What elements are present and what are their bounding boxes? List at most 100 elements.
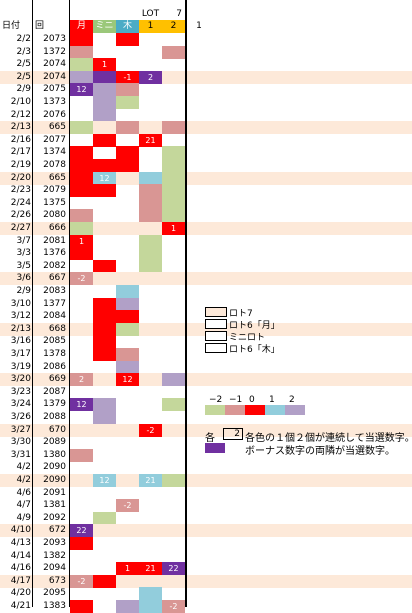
result-cell[interactable]	[139, 146, 162, 159]
result-cell[interactable]	[162, 172, 185, 185]
result-cell[interactable]	[139, 33, 162, 46]
result-cell[interactable]	[139, 461, 162, 474]
result-cell[interactable]: 12	[70, 83, 93, 96]
result-cell[interactable]	[116, 436, 139, 449]
result-cell[interactable]	[116, 524, 139, 537]
result-cell[interactable]	[116, 323, 139, 336]
result-cell[interactable]: 2	[139, 71, 162, 84]
result-cell[interactable]	[70, 537, 93, 550]
result-cell[interactable]	[93, 348, 116, 361]
result-cell[interactable]	[93, 512, 116, 525]
result-cell[interactable]	[93, 461, 116, 474]
result-cell[interactable]	[70, 184, 93, 197]
result-cell[interactable]	[116, 298, 139, 311]
result-cell[interactable]	[162, 197, 185, 210]
result-cell[interactable]	[93, 146, 116, 159]
result-cell[interactable]	[93, 587, 116, 600]
result-cell[interactable]	[139, 537, 162, 550]
result-cell[interactable]	[162, 146, 185, 159]
result-cell[interactable]	[116, 398, 139, 411]
result-cell[interactable]: 2	[70, 373, 93, 386]
result-cell[interactable]	[93, 537, 116, 550]
result-cell[interactable]	[116, 361, 139, 374]
result-cell[interactable]: 1	[116, 562, 139, 575]
result-cell[interactable]	[162, 524, 185, 537]
result-cell[interactable]	[70, 461, 93, 474]
result-cell[interactable]	[139, 58, 162, 71]
result-cell[interactable]	[93, 310, 116, 323]
result-cell[interactable]	[162, 411, 185, 424]
result-cell[interactable]	[162, 310, 185, 323]
result-cell[interactable]	[93, 134, 116, 147]
result-cell[interactable]	[139, 159, 162, 172]
result-cell[interactable]	[116, 335, 139, 348]
result-cell[interactable]	[139, 235, 162, 248]
result-cell[interactable]	[139, 184, 162, 197]
result-cell[interactable]: -2	[139, 424, 162, 437]
result-cell[interactable]	[162, 499, 185, 512]
result-cell[interactable]	[70, 436, 93, 449]
result-cell[interactable]: 1	[93, 58, 116, 71]
result-cell[interactable]	[70, 71, 93, 84]
result-cell[interactable]	[93, 285, 116, 298]
result-cell[interactable]	[93, 33, 116, 46]
result-cell[interactable]	[162, 159, 185, 172]
result-cell[interactable]	[70, 222, 93, 235]
result-cell[interactable]	[139, 398, 162, 411]
result-cell[interactable]	[93, 184, 116, 197]
result-cell[interactable]	[162, 33, 185, 46]
result-cell[interactable]	[139, 96, 162, 109]
result-cell[interactable]	[162, 537, 185, 550]
result-cell[interactable]	[116, 348, 139, 361]
result-cell[interactable]: 21	[139, 134, 162, 147]
result-cell[interactable]	[70, 58, 93, 71]
result-cell[interactable]	[70, 411, 93, 424]
result-cell[interactable]	[70, 33, 93, 46]
result-cell[interactable]	[93, 121, 116, 134]
result-cell[interactable]	[139, 524, 162, 537]
result-cell[interactable]	[70, 562, 93, 575]
result-cell[interactable]: -1	[116, 71, 139, 84]
result-cell[interactable]	[139, 335, 162, 348]
result-cell[interactable]	[93, 159, 116, 172]
result-cell[interactable]	[93, 109, 116, 122]
result-cell[interactable]	[139, 587, 162, 600]
result-cell[interactable]	[93, 272, 116, 285]
result-cell[interactable]	[162, 474, 185, 487]
result-cell[interactable]	[93, 260, 116, 273]
result-cell[interactable]	[139, 172, 162, 185]
result-cell[interactable]	[139, 209, 162, 222]
result-cell[interactable]: 12	[93, 172, 116, 185]
result-cell[interactable]	[116, 83, 139, 96]
result-cell[interactable]	[70, 499, 93, 512]
result-cell[interactable]: 1	[170, 136, 177, 145]
result-cell[interactable]	[116, 33, 139, 46]
result-cell[interactable]	[93, 373, 116, 386]
result-cell[interactable]	[70, 96, 93, 109]
result-cell[interactable]	[116, 537, 139, 550]
result-cell[interactable]: -2	[70, 575, 93, 588]
result-cell[interactable]	[70, 587, 93, 600]
result-cell[interactable]	[116, 121, 139, 134]
result-cell[interactable]: 1	[70, 235, 93, 248]
result-cell[interactable]	[93, 298, 116, 311]
result-cell[interactable]: 12	[93, 474, 116, 487]
result-cell[interactable]	[93, 71, 116, 84]
result-cell[interactable]	[70, 285, 93, 298]
result-cell[interactable]	[116, 184, 139, 197]
result-cell[interactable]	[116, 146, 139, 159]
result-cell[interactable]	[139, 222, 162, 235]
result-cell[interactable]	[93, 398, 116, 411]
result-cell[interactable]	[139, 436, 162, 449]
result-cell[interactable]	[116, 272, 139, 285]
result-cell[interactable]	[93, 222, 116, 235]
result-cell[interactable]	[139, 247, 162, 260]
result-cell[interactable]	[70, 209, 93, 222]
result-cell[interactable]	[162, 272, 185, 285]
result-cell[interactable]	[70, 348, 93, 361]
result-cell[interactable]: 12	[70, 398, 93, 411]
result-cell[interactable]	[162, 121, 185, 134]
result-cell[interactable]	[139, 285, 162, 298]
result-cell[interactable]	[93, 96, 116, 109]
result-cell[interactable]	[162, 247, 185, 260]
